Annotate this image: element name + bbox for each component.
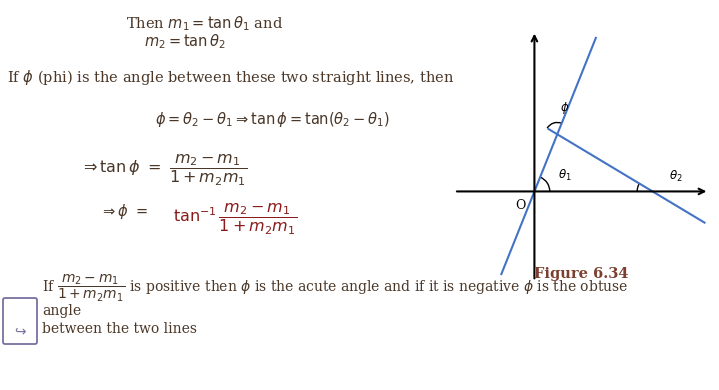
Text: If $\phi$ (phi) is the angle between these two straight lines, then: If $\phi$ (phi) is the angle between the…	[7, 68, 454, 87]
FancyBboxPatch shape	[3, 298, 37, 344]
Text: $\theta_1$: $\theta_1$	[558, 168, 572, 183]
Text: $\theta_2$: $\theta_2$	[669, 169, 683, 184]
Text: $\tan^{-1}\dfrac{m_2 - m_1}{1 + m_2 m_1}$: $\tan^{-1}\dfrac{m_2 - m_1}{1 + m_2 m_1}…	[173, 202, 297, 238]
Text: $\Rightarrow \tan\phi\ =\ \dfrac{m_2 - m_1}{1 + m_2 m_1}$: $\Rightarrow \tan\phi\ =\ \dfrac{m_2 - m…	[80, 153, 247, 188]
Text: $m_2 = \tan\theta_2$: $m_2 = \tan\theta_2$	[144, 32, 226, 51]
Text: $\hookrightarrow$: $\hookrightarrow$	[12, 324, 28, 338]
Text: If $\dfrac{m_2 - m_1}{1 + m_2 m_1}$ is positive then $\phi$ is the acute angle a: If $\dfrac{m_2 - m_1}{1 + m_2 m_1}$ is p…	[42, 273, 628, 304]
Text: Figure 6.34: Figure 6.34	[534, 267, 629, 281]
Text: $\Rightarrow \phi\ =\ $: $\Rightarrow \phi\ =\ $	[100, 202, 148, 221]
Text: O: O	[516, 199, 526, 211]
Text: angle: angle	[42, 304, 81, 318]
Text: between the two lines: between the two lines	[42, 322, 197, 336]
Text: $\phi = \theta_2 - \theta_1 \Rightarrow \tan\phi = \tan(\theta_2 - \theta_1)$: $\phi = \theta_2 - \theta_1 \Rightarrow …	[155, 110, 390, 129]
Text: $\phi$: $\phi$	[559, 100, 569, 116]
Text: Then $m_1 = \tan\theta_1$ and: Then $m_1 = \tan\theta_1$ and	[127, 14, 283, 33]
